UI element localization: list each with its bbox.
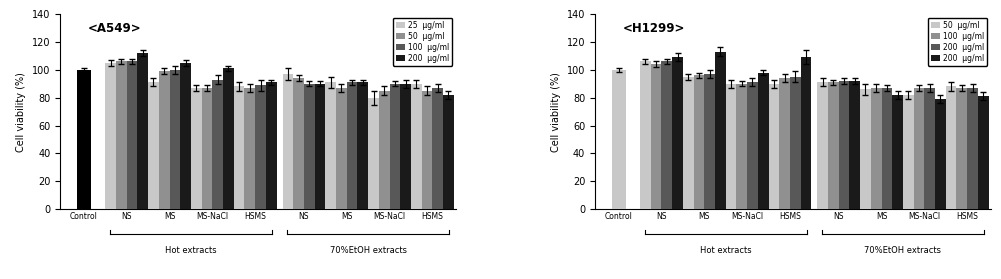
Bar	[715, 52, 726, 209]
Bar	[957, 88, 967, 209]
Bar	[127, 61, 137, 209]
Bar	[432, 88, 443, 209]
Text: 70%EtOH extracts: 70%EtOH extracts	[865, 246, 942, 254]
Bar	[860, 89, 871, 209]
Bar	[978, 96, 989, 209]
Bar	[651, 64, 662, 209]
Text: Hot extracts: Hot extracts	[165, 246, 217, 254]
Bar	[850, 81, 860, 209]
Bar	[201, 88, 212, 209]
Bar	[325, 82, 336, 209]
Bar	[244, 88, 255, 209]
Bar	[967, 88, 978, 209]
Bar	[169, 70, 180, 209]
Legend: 25  μg/ml, 50  μg/ml, 100  μg/ml, 200  μg/ml: 25 μg/ml, 50 μg/ml, 100 μg/ml, 200 μg/ml	[392, 18, 452, 66]
Bar	[662, 61, 673, 209]
Bar	[839, 81, 850, 209]
Bar	[105, 63, 116, 209]
Bar	[223, 68, 234, 209]
Bar	[411, 84, 421, 209]
Bar	[640, 61, 651, 209]
Bar	[683, 77, 694, 209]
Bar	[421, 91, 432, 209]
Bar	[946, 86, 957, 209]
Bar	[116, 61, 127, 209]
Bar	[612, 70, 626, 209]
Bar	[828, 82, 839, 209]
Bar	[378, 91, 389, 209]
Bar	[266, 82, 276, 209]
Bar	[336, 88, 346, 209]
Bar	[212, 80, 223, 209]
Bar	[903, 95, 914, 209]
Bar	[758, 73, 769, 209]
Bar	[801, 57, 812, 209]
Bar	[400, 84, 411, 209]
Bar	[148, 82, 159, 209]
Y-axis label: Cell viability (%): Cell viability (%)	[552, 72, 562, 151]
Bar	[705, 74, 715, 209]
Bar	[314, 84, 325, 209]
Bar	[779, 78, 790, 209]
Bar	[293, 78, 304, 209]
Bar	[694, 75, 705, 209]
Bar	[346, 82, 357, 209]
Bar	[871, 88, 882, 209]
Bar	[914, 88, 924, 209]
Bar	[389, 84, 400, 209]
Bar	[673, 57, 683, 209]
Text: 70%EtOH extracts: 70%EtOH extracts	[329, 246, 406, 254]
Bar	[737, 84, 747, 209]
Legend: 50  μg/ml, 100  μg/ml, 200  μg/ml, 200  μg/ml: 50 μg/ml, 100 μg/ml, 200 μg/ml, 200 μg/m…	[928, 18, 987, 66]
Bar	[924, 88, 935, 209]
Bar	[368, 98, 378, 209]
Bar	[180, 63, 191, 209]
Bar	[282, 74, 293, 209]
Bar	[747, 82, 758, 209]
Bar	[726, 84, 737, 209]
Bar	[159, 71, 169, 209]
Y-axis label: Cell viability (%): Cell viability (%)	[16, 72, 26, 151]
Bar	[817, 82, 828, 209]
Bar	[137, 53, 148, 209]
Bar	[191, 88, 201, 209]
Bar	[255, 85, 266, 209]
Bar	[234, 86, 244, 209]
Bar	[769, 84, 779, 209]
Bar	[357, 82, 368, 209]
Text: <A549>: <A549>	[88, 22, 141, 35]
Bar	[892, 95, 903, 209]
Bar	[304, 84, 314, 209]
Bar	[935, 99, 946, 209]
Text: Hot extracts: Hot extracts	[700, 246, 752, 254]
Bar	[443, 95, 453, 209]
Bar	[790, 77, 801, 209]
Bar	[882, 88, 892, 209]
Bar	[77, 70, 91, 209]
Text: <H1299>: <H1299>	[623, 22, 685, 35]
